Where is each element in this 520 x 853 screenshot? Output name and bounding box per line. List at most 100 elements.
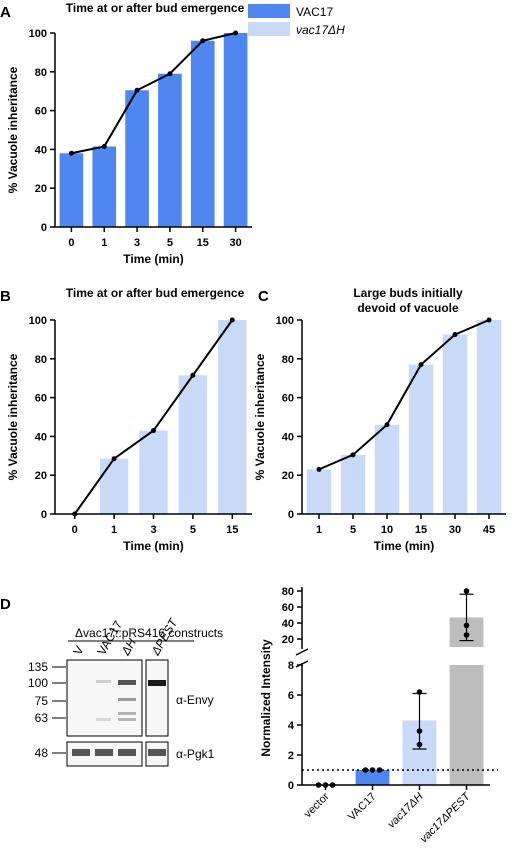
x-tick-label: 0 <box>68 237 74 249</box>
chart-title: devoid of vacuole <box>357 301 459 315</box>
bar <box>355 770 390 785</box>
y-tick-label: 80 <box>35 67 47 79</box>
data-point <box>350 452 356 458</box>
x-tick-label: 5 <box>350 524 356 536</box>
x-tick-label: 1 <box>316 524 322 536</box>
mw-marker-label: 135 <box>28 660 48 674</box>
y-tick-label: 6 <box>288 690 294 702</box>
x-tick-label: 0 <box>72 524 78 536</box>
y-tick-label: 100 <box>276 315 294 327</box>
x-tick-label: 1 <box>101 237 107 249</box>
x-tick-label: 15 <box>415 524 427 536</box>
bar <box>59 153 84 227</box>
blot-band-pgk1-pest <box>148 749 166 756</box>
y-tick-label: 20 <box>282 634 294 646</box>
y-axis-label: % Vacuole inheritance <box>6 66 20 193</box>
chart-title: Time at or after bud emergence <box>66 1 245 15</box>
x-tick-label: 15 <box>226 524 238 536</box>
y-tick-label: 80 <box>282 354 294 366</box>
y-tick-label: 2 <box>288 750 294 762</box>
bar <box>139 430 168 514</box>
chart-title: Time at or after bud emergence <box>66 286 245 300</box>
blot-mw-markers: 135 100 75 63 48 <box>28 660 66 760</box>
axis-break-mark <box>295 648 309 656</box>
data-point <box>229 317 235 323</box>
x-tick-label: 3 <box>150 524 156 536</box>
x-tick-label: 45 <box>483 524 495 536</box>
series-line <box>318 319 490 471</box>
x-axis-label: Time (min) <box>374 539 434 553</box>
mw-marker-label: 75 <box>35 694 49 708</box>
x-tick-label: 5 <box>167 237 173 249</box>
bar <box>92 146 117 227</box>
data-point <box>190 372 196 378</box>
mw-marker-label: 63 <box>35 711 49 725</box>
x-tick-label: vector <box>302 790 332 820</box>
y-tick-label: 40 <box>282 431 294 443</box>
series-line <box>71 32 236 155</box>
data-point <box>101 143 107 149</box>
data-point <box>362 767 369 773</box>
y-tick-label: 40 <box>35 144 47 156</box>
data-point <box>416 728 423 734</box>
data-point <box>418 362 424 368</box>
panel-letter-b: B <box>0 288 11 305</box>
data-point <box>463 622 470 629</box>
x-tick-label: VAC17 <box>346 791 379 824</box>
y-tick-label: 0 <box>288 509 294 521</box>
panel-letter-c: C <box>258 288 269 305</box>
y-tick-label: 60 <box>35 106 47 118</box>
bar <box>178 375 208 514</box>
bar <box>158 73 182 228</box>
y-tick-label: 40 <box>35 431 47 443</box>
x-tick-label: 30 <box>449 524 461 536</box>
y-tick-label: 8 <box>288 660 294 672</box>
blot-band-dh-lower2 <box>118 712 136 715</box>
bar <box>476 320 502 514</box>
x-axis-label: Time (min) <box>123 539 183 553</box>
blot-band-pgk1-dh <box>118 749 136 756</box>
x-tick-label: 30 <box>229 237 241 249</box>
antibody-envy: α-Envy <box>176 693 214 707</box>
data-point <box>486 317 492 323</box>
y-tick-label: 20 <box>282 470 294 482</box>
legend-swatch-vac17dh <box>248 22 290 36</box>
x-axis-label: Time (min) <box>123 252 183 266</box>
y-tick-label: 0 <box>288 780 294 792</box>
chart-d: 0 2 4 6 8 20 40 60 80 vector VAC17 vac17ΔHvac17ΔPES… <box>259 586 498 845</box>
antibody-pgk1: α-Pgk1 <box>176 747 215 761</box>
blot-band-dh-lower3 <box>118 718 136 721</box>
x-tick-label: 10 <box>381 524 393 536</box>
y-tick-label: 60 <box>35 393 47 405</box>
data-point <box>167 71 173 77</box>
y-tick-label: 20 <box>35 470 47 482</box>
blot-band-dh-main <box>118 680 136 685</box>
legend-label-vac17: VAC17 <box>296 5 333 19</box>
blot-band-pgk1-vac17 <box>95 749 113 756</box>
bar <box>99 458 129 514</box>
bar <box>306 469 332 514</box>
y-axis-label: % Vacuole inheritance <box>253 353 267 480</box>
data-point <box>384 422 390 428</box>
y-tick-label: 0 <box>41 509 47 521</box>
blot-band-pgk1-v <box>72 749 90 756</box>
y-tick-label: 40 <box>282 618 294 630</box>
y-tick-label: 4 <box>288 720 295 732</box>
bar <box>125 90 149 227</box>
y-axis-label: % Vacuole inheritance <box>6 353 20 480</box>
bar <box>374 424 400 514</box>
bar <box>442 334 468 514</box>
data-point <box>376 767 383 773</box>
mw-marker-label: 100 <box>28 676 48 690</box>
data-point <box>111 456 117 462</box>
mw-marker-label: 48 <box>35 746 49 760</box>
data-point <box>316 466 322 472</box>
chart-b: Time at or after bud emergence 0 20 40 60 80 1… <box>6 286 252 553</box>
data-point <box>369 767 376 773</box>
legend: VAC17 vac17ΔH <box>248 4 345 37</box>
axis-break-mark <box>295 660 309 668</box>
panel-letter-d: D <box>0 596 11 613</box>
